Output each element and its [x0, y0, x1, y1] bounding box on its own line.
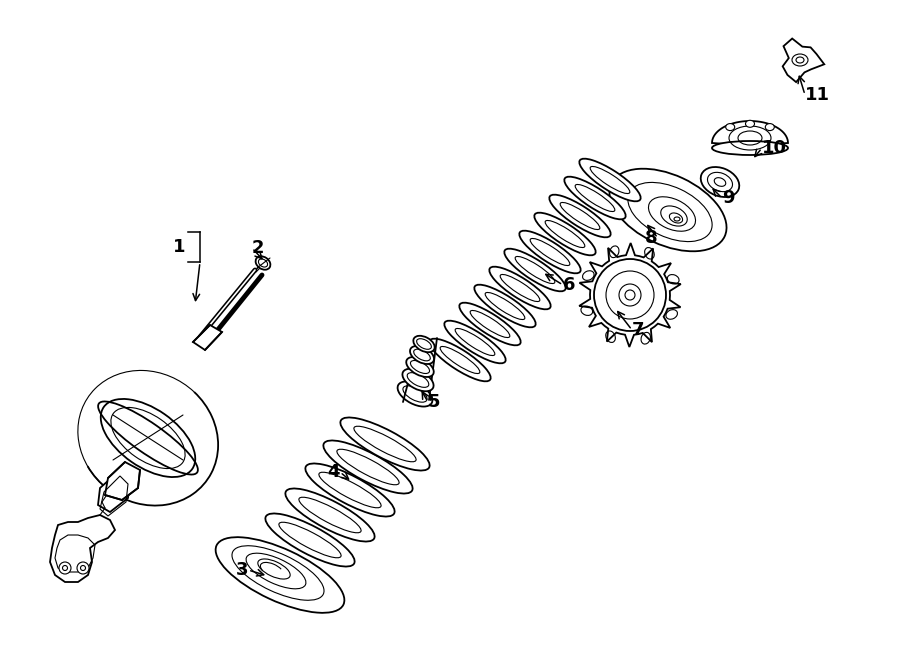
Ellipse shape: [504, 249, 566, 292]
Ellipse shape: [410, 346, 434, 364]
Ellipse shape: [77, 562, 89, 574]
Text: 8: 8: [645, 229, 658, 247]
Ellipse shape: [285, 488, 374, 541]
Text: 6: 6: [563, 276, 575, 294]
Ellipse shape: [256, 256, 270, 270]
Ellipse shape: [459, 303, 521, 345]
Text: 9: 9: [722, 189, 734, 207]
Ellipse shape: [625, 290, 635, 300]
Text: 5: 5: [428, 393, 440, 411]
Ellipse shape: [406, 357, 434, 377]
Text: 4: 4: [328, 463, 340, 481]
Ellipse shape: [323, 440, 412, 494]
Ellipse shape: [564, 176, 625, 219]
Ellipse shape: [580, 159, 641, 202]
Text: 10: 10: [762, 139, 787, 157]
Text: 7: 7: [632, 321, 644, 339]
Ellipse shape: [429, 338, 490, 381]
Polygon shape: [712, 121, 788, 148]
Ellipse shape: [101, 399, 195, 477]
Text: 1: 1: [173, 238, 185, 256]
Ellipse shape: [305, 463, 394, 516]
Ellipse shape: [594, 259, 666, 331]
Ellipse shape: [445, 321, 506, 364]
Text: 2: 2: [252, 239, 265, 257]
Ellipse shape: [62, 566, 68, 570]
Ellipse shape: [413, 336, 435, 352]
Ellipse shape: [216, 537, 345, 613]
Ellipse shape: [745, 120, 754, 128]
Polygon shape: [98, 472, 130, 512]
Polygon shape: [580, 243, 680, 347]
Ellipse shape: [474, 285, 536, 327]
Ellipse shape: [490, 266, 551, 309]
Ellipse shape: [609, 169, 726, 251]
Polygon shape: [193, 325, 222, 350]
Ellipse shape: [549, 195, 611, 237]
Ellipse shape: [266, 514, 355, 566]
Ellipse shape: [59, 562, 71, 574]
Polygon shape: [105, 462, 140, 500]
Ellipse shape: [232, 546, 324, 600]
Ellipse shape: [80, 566, 86, 570]
Ellipse shape: [674, 217, 680, 221]
Ellipse shape: [340, 418, 429, 471]
Text: 3: 3: [236, 561, 248, 579]
Text: 11: 11: [805, 86, 830, 104]
Ellipse shape: [519, 231, 580, 274]
Ellipse shape: [535, 213, 596, 255]
Ellipse shape: [701, 167, 739, 197]
Ellipse shape: [765, 124, 774, 131]
Ellipse shape: [712, 141, 788, 155]
Ellipse shape: [398, 381, 432, 407]
Polygon shape: [50, 515, 115, 582]
Ellipse shape: [725, 124, 734, 131]
Ellipse shape: [402, 369, 434, 391]
Polygon shape: [783, 38, 824, 82]
